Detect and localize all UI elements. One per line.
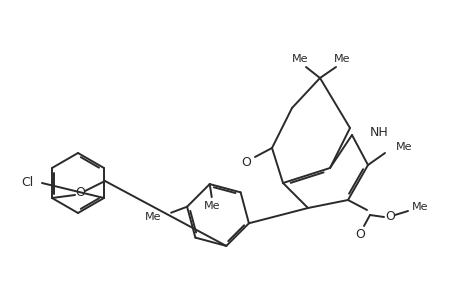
Text: Me: Me — [144, 212, 161, 222]
Text: Cl: Cl — [22, 176, 34, 188]
Text: O: O — [75, 187, 85, 200]
Text: Me: Me — [203, 201, 219, 211]
Text: O: O — [384, 211, 394, 224]
Text: NH: NH — [369, 125, 388, 139]
Text: Me: Me — [333, 54, 349, 64]
Text: O: O — [241, 155, 251, 169]
Text: O: O — [354, 227, 364, 241]
Text: Me: Me — [291, 54, 308, 64]
Text: Me: Me — [395, 142, 412, 152]
Text: Me: Me — [411, 202, 428, 212]
